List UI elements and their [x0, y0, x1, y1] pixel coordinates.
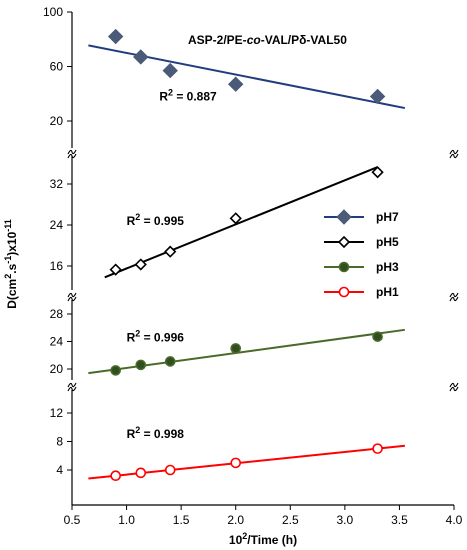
data-point-ph1 — [230, 457, 242, 469]
legend-item-ph1: pH1 — [324, 285, 399, 299]
data-point-ph7 — [228, 76, 244, 92]
data-point-ph3 — [135, 359, 147, 371]
x-tick-label: 3.0 — [337, 513, 354, 527]
chart-title-text: ASP-2/PE-co-VAL/Pδ-VAL50 — [188, 33, 347, 47]
y-tick-label: 24 — [50, 218, 64, 232]
y-tick-label: 60 — [50, 60, 64, 74]
data-point-ph3 — [230, 343, 242, 354]
axis-break-mark — [67, 149, 77, 159]
data-point-ph7 — [133, 49, 149, 65]
legend-marker — [336, 209, 352, 225]
x-tick-label: 3.5 — [391, 513, 408, 527]
x-tick-label: 4.0 — [446, 513, 463, 527]
data-point-ph5 — [371, 166, 384, 179]
axis-break-mark — [449, 149, 459, 159]
legend-label: pH5 — [376, 235, 399, 249]
data-point-ph7 — [162, 62, 178, 79]
y-tick-label: 12 — [50, 406, 64, 420]
data-point-ph5 — [109, 263, 122, 276]
data-point-ph5 — [164, 245, 177, 258]
data-point-ph1 — [110, 470, 121, 482]
legend-marker — [338, 261, 350, 273]
y-tick-label: 28 — [50, 307, 64, 321]
legend-label: pH3 — [376, 260, 399, 274]
y-tick-label: 100 — [43, 5, 63, 19]
axis-break-mark — [449, 382, 459, 392]
fit-lines — [88, 44, 406, 480]
axis-break-mark — [67, 292, 77, 302]
x-axis-label: 102/Time (h) — [229, 531, 297, 547]
legend-marker — [337, 235, 351, 249]
data-point-ph7 — [107, 28, 124, 45]
y-tick-label: 16 — [50, 259, 64, 273]
r2-label-ph1: R2 = 0.998 — [127, 425, 185, 441]
axis-break-mark — [449, 292, 459, 302]
chart-title: ASP-2/PE-co-VAL/Pδ-VAL50 — [188, 33, 347, 47]
y-tick-label: 24 — [50, 335, 64, 349]
data-point-ph7 — [369, 88, 386, 105]
x-tick-label: 2.5 — [282, 513, 299, 527]
data-points — [107, 28, 386, 482]
y-tick-label: 8 — [56, 435, 63, 449]
x-tick-label: 1.5 — [173, 513, 190, 527]
y-tick-label: 32 — [50, 177, 64, 191]
axis-labels: 102/Time (h) D(cm2.s-1)x10-11 — [3, 219, 297, 547]
fit-line-ph5 — [104, 166, 378, 279]
x-tick-label: 2.0 — [227, 513, 244, 527]
data-point-ph5 — [229, 212, 242, 225]
legend-marker — [338, 286, 350, 298]
y-tick-label: 4 — [56, 463, 63, 477]
y-tick-label: 20 — [50, 362, 64, 376]
legend: pH7 pH5 pH3 pH1 — [324, 209, 399, 299]
data-point-ph1 — [372, 443, 383, 454]
r2-annotations: R2 = 0.887 R2 = 0.995 R2 = 0.996 R2 = 0.998 — [127, 88, 217, 441]
x-tick-label: 1.0 — [118, 513, 135, 527]
data-point-ph3 — [164, 356, 176, 367]
chart-axes: 0.5 1.0 1.5 2.0 2.5 3.0 3.5 4.0 20 60 100 16 24 32 20 2… — [43, 5, 463, 527]
r2-label-ph3: R2 = 0.996 — [127, 329, 185, 345]
axis-break-mark — [67, 382, 77, 392]
legend-label: pH7 — [376, 210, 399, 224]
data-point-ph5 — [134, 258, 147, 271]
data-point-ph3 — [372, 331, 383, 342]
r2-label-ph7: R2 = 0.887 — [159, 88, 217, 104]
legend-item-ph7: pH7 — [324, 209, 399, 225]
data-point-ph1 — [164, 464, 176, 476]
legend-item-ph3: pH3 — [324, 260, 399, 274]
legend-item-ph5: pH5 — [324, 235, 399, 249]
data-point-ph3 — [110, 365, 121, 376]
legend-label: pH1 — [376, 285, 399, 299]
y-axis-label: D(cm2.s-1)x10-11 — [3, 219, 19, 309]
data-point-ph1 — [135, 467, 147, 479]
r2-label-ph5: R2 = 0.995 — [127, 212, 185, 228]
y-tick-label: 20 — [50, 114, 64, 128]
x-tick-label: 0.5 — [64, 513, 81, 527]
